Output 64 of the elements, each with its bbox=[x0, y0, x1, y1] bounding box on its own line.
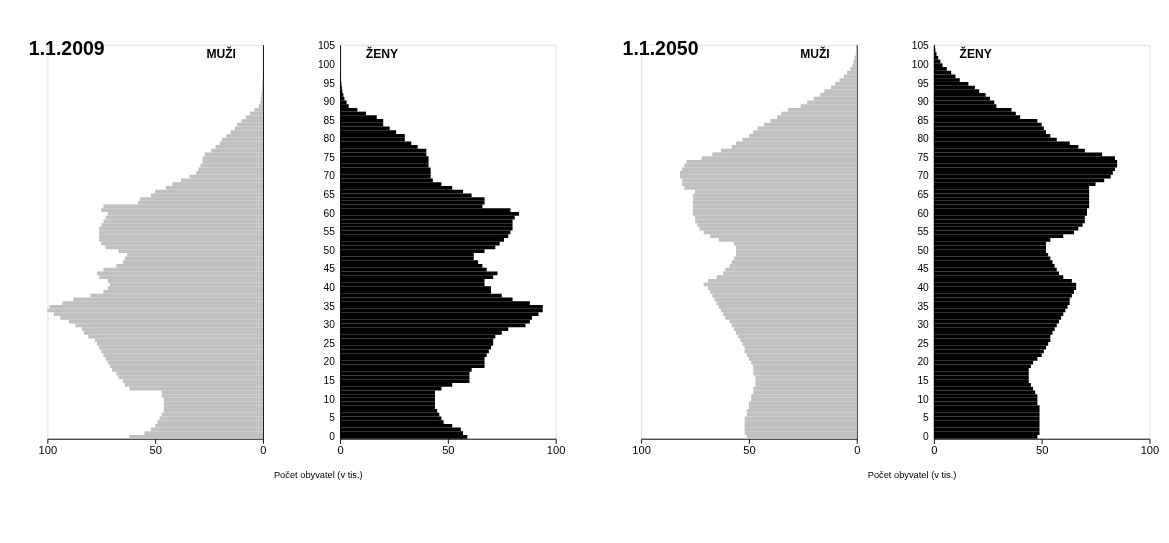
y-tick-label: 10 bbox=[917, 393, 930, 405]
x-tick-label: 100 bbox=[632, 444, 651, 457]
x-axis-title: Počet obyvatel (v tis.) bbox=[867, 470, 957, 481]
y-tick-label: 25 bbox=[323, 337, 336, 349]
text: ŽENY bbox=[365, 45, 399, 61]
y-tick-label: 15 bbox=[917, 374, 930, 386]
y-tick-label: 85 bbox=[323, 114, 336, 126]
x-axis-title: Počet obyvatel (v tis.) bbox=[273, 470, 363, 481]
x-tick-label: 0 bbox=[337, 444, 344, 457]
y-tick-label: 35 bbox=[323, 300, 336, 312]
y-tick-label: 30 bbox=[323, 319, 336, 331]
y-tick-label: 105 bbox=[911, 40, 930, 52]
y-tick-label: 55 bbox=[917, 226, 930, 238]
text: MUŽI bbox=[206, 45, 236, 61]
y-tick-label: 65 bbox=[917, 189, 930, 201]
y-tick-label: 55 bbox=[323, 226, 336, 238]
y-tick-label: 10 bbox=[323, 393, 336, 405]
y-tick-label: 90 bbox=[323, 96, 336, 108]
y-tick-label: 45 bbox=[917, 263, 930, 275]
y-tick-label: 75 bbox=[323, 151, 336, 163]
y-tick-label: 60 bbox=[323, 207, 336, 219]
y-tick-label: 40 bbox=[917, 281, 930, 293]
y-tick-label: 65 bbox=[323, 189, 336, 201]
y-tick-label: 20 bbox=[917, 356, 930, 368]
y-tick-label: 5 bbox=[329, 412, 336, 424]
y-tick-label: 105 bbox=[317, 40, 336, 52]
x-tick-label: 50 bbox=[442, 444, 455, 457]
y-tick-label: 75 bbox=[917, 151, 930, 163]
series-label: MUŽI bbox=[800, 45, 830, 61]
y-tick-label: 100 bbox=[911, 58, 930, 70]
x-tick-label: 100 bbox=[38, 444, 58, 457]
y-tick-label: 20 bbox=[323, 356, 336, 368]
y-tick-label: 50 bbox=[323, 244, 336, 256]
x-tick-label: 0 bbox=[854, 444, 861, 457]
y-tick-label: 80 bbox=[917, 133, 930, 145]
y-tick-label: 60 bbox=[917, 207, 930, 219]
x-tick-label: 50 bbox=[1035, 444, 1049, 457]
y-tick-label: 45 bbox=[323, 263, 336, 275]
x-tick-label: 0 bbox=[931, 444, 938, 457]
y-tick-label: 70 bbox=[323, 170, 336, 182]
y-tick-label: 90 bbox=[917, 96, 930, 108]
x-tick-label: 50 bbox=[149, 444, 162, 457]
y-tick-label: 5 bbox=[923, 412, 930, 424]
x-tick-label: 100 bbox=[546, 444, 566, 457]
y-tick-label: 35 bbox=[917, 300, 930, 312]
chart-title: 1.1.2009 bbox=[28, 36, 105, 59]
y-tick-label: 95 bbox=[323, 77, 336, 89]
y-tick-label: 25 bbox=[917, 337, 930, 349]
y-tick-label: 80 bbox=[323, 133, 336, 145]
x-tick-label: 0 bbox=[260, 444, 267, 457]
y-tick-label: 50 bbox=[917, 244, 930, 256]
y-tick-label: 70 bbox=[917, 170, 930, 182]
x-tick-label: 50 bbox=[743, 444, 756, 457]
y-tick-label: 0 bbox=[923, 430, 930, 442]
x-tick-label: 100 bbox=[1140, 444, 1160, 457]
y-tick-label: 0 bbox=[329, 430, 336, 442]
y-tick-label: 100 bbox=[317, 58, 336, 70]
y-tick-label: 85 bbox=[917, 114, 930, 126]
chart-title: 1.1.2050 bbox=[622, 36, 699, 59]
series-label: ŽENY bbox=[959, 45, 992, 61]
y-tick-label: 40 bbox=[323, 281, 336, 293]
y-tick-label: 30 bbox=[917, 319, 930, 331]
y-tick-label: 15 bbox=[323, 374, 336, 386]
y-tick-label: 95 bbox=[917, 77, 930, 89]
